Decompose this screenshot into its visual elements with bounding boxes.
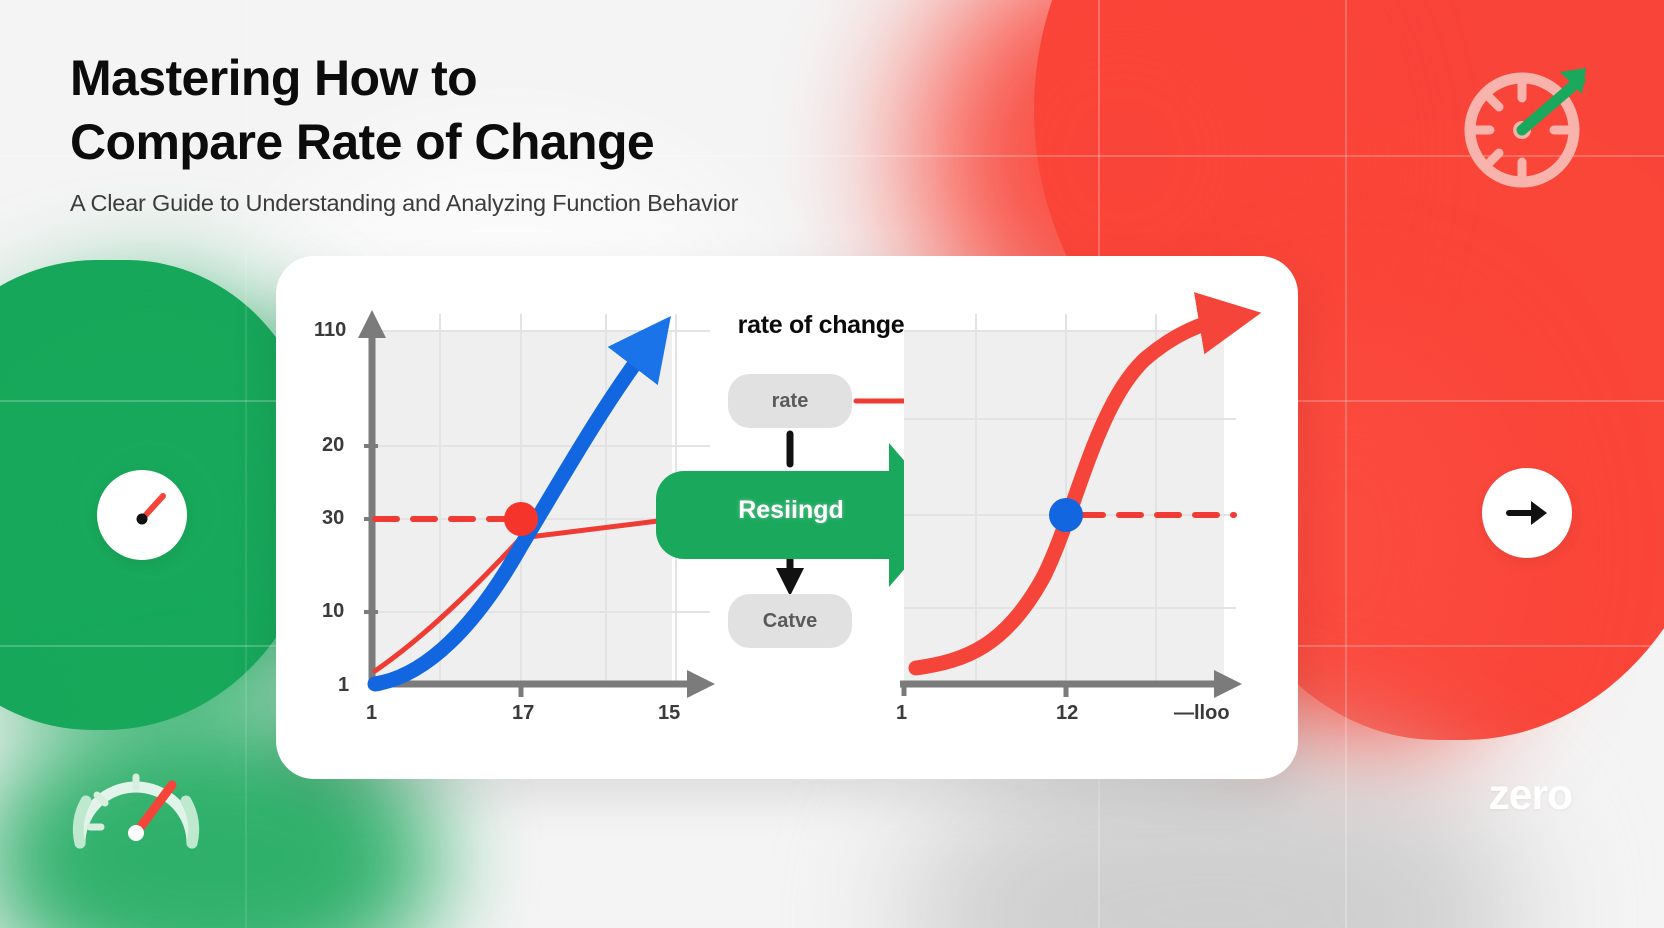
left-x-tick-0: 1 bbox=[366, 702, 378, 724]
left-y-tick-4: 1 bbox=[338, 674, 350, 696]
background-gridline-v3 bbox=[245, 0, 247, 928]
header: Mastering How to Compare Rate of Change … bbox=[70, 46, 738, 217]
chart-title: rate of change bbox=[737, 311, 905, 339]
left-y-tick-3: 10 bbox=[322, 600, 345, 622]
green-process-arrow bbox=[656, 443, 951, 587]
left-x-tick-2: 15 bbox=[658, 702, 681, 724]
gauge-icon bbox=[97, 470, 187, 560]
background-gridline-v2 bbox=[1345, 0, 1347, 928]
pill-rate[interactable]: rate bbox=[728, 374, 852, 428]
left-chart-intersection-point bbox=[504, 502, 538, 536]
left-x-tick-1: 17 bbox=[512, 702, 535, 724]
left-chart-plot bbox=[358, 310, 715, 698]
charts-svg bbox=[358, 292, 1262, 698]
speedometer-icon bbox=[62, 743, 210, 878]
illustration-card: rate of change rate Catve Resiingd 110 2… bbox=[276, 256, 1298, 779]
page-title: Mastering How to Compare Rate of Change bbox=[70, 50, 655, 170]
right-x-tick-0: 1 bbox=[896, 702, 908, 724]
arrow-right-icon[interactable] bbox=[1482, 468, 1572, 558]
background-gridline-h1 bbox=[0, 155, 1664, 157]
brand-logo: zero bbox=[1488, 771, 1573, 819]
right-x-tick-2: —lloo bbox=[1174, 702, 1230, 724]
page-subtitle: A Clear Guide to Understanding and Analy… bbox=[70, 190, 739, 216]
green-arrow-label: Resiingd bbox=[738, 496, 844, 524]
right-chart-intersection-point bbox=[1049, 498, 1083, 532]
right-x-tick-1: 12 bbox=[1056, 702, 1079, 724]
pill-curve[interactable]: Catve bbox=[728, 594, 852, 648]
right-chart-plot bbox=[900, 292, 1262, 698]
left-y-tick-1: 20 bbox=[322, 434, 345, 456]
left-y-tick-0: 110 bbox=[314, 319, 347, 341]
left-y-tick-2: 30 bbox=[322, 507, 345, 529]
clock-arrow-icon bbox=[1454, 58, 1604, 203]
